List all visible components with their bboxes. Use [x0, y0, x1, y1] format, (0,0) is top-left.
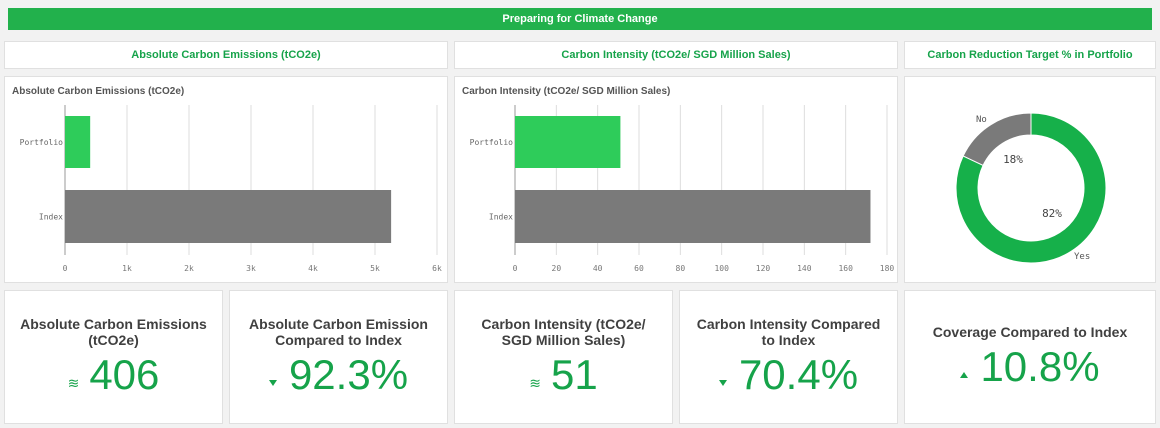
- x-tick-label: 3k: [246, 264, 256, 273]
- x-tick-label: 20: [552, 264, 562, 273]
- chart-panel-reduction-target[interactable]: No Yes 18% 82%: [904, 76, 1156, 283]
- kpi-value: 406: [89, 351, 160, 398]
- kpi-value: 92.3%: [288, 351, 409, 398]
- x-tick-label: 4k: [308, 264, 318, 273]
- chart-panel-intensity[interactable]: Carbon Intensity (tCO2e/ SGD Million Sal…: [454, 76, 898, 283]
- x-tick-label: 160: [838, 264, 853, 273]
- bar-portfolio[interactable]: [515, 116, 621, 168]
- kpi-value: 10.8%: [980, 343, 1100, 390]
- donut-value-label-no: 18%: [1003, 153, 1023, 166]
- x-tick-label: 140: [797, 264, 812, 273]
- approx-icon: ≋: [529, 374, 541, 391]
- x-tick-label: 100: [714, 264, 729, 273]
- section-title-emissions: Absolute Carbon Emissions (tCO2e): [4, 41, 448, 69]
- section-title-intensity: Carbon Intensity (tCO2e/ SGD Million Sal…: [454, 41, 898, 69]
- section-title-emissions-text: Absolute Carbon Emissions (tCO2e): [131, 49, 321, 61]
- kpi-intensity-vs-index: Carbon Intensity Compared to Index 70.4%: [679, 290, 898, 424]
- intensity-bar-chart[interactable]: Portfolio Index 0 20 40 60 80 100 120 140 160 180: [455, 77, 897, 282]
- x-tick-label: 60: [634, 264, 644, 273]
- kpi-value: 51: [551, 351, 598, 398]
- kpi-carbon-intensity: Carbon Intensity (tCO2e/ SGD Million Sal…: [454, 290, 673, 424]
- triangle-down-icon: [718, 380, 727, 386]
- x-tick-label: 120: [756, 264, 771, 273]
- kpi-emission-vs-index: Absolute Carbon Emission Compared to Ind…: [229, 290, 448, 424]
- kpi-label: Carbon Intensity Compared to Index: [696, 316, 881, 348]
- chart-title-intensity: Carbon Intensity (tCO2e/ SGD Million Sal…: [462, 86, 671, 97]
- donut-category-label-yes: Yes: [1074, 252, 1090, 262]
- donut-category-label-no: No: [976, 115, 987, 125]
- donut-slice-yes[interactable]: [955, 112, 1107, 264]
- kpi-absolute-emissions: Absolute Carbon Emissions (tCO2e) ≋ 406: [4, 290, 223, 424]
- category-label-portfolio: Portfolio: [20, 138, 64, 147]
- emissions-bar-chart[interactable]: Portfolio Index 0 1k 2k 3k 4k 5k 6k: [5, 77, 447, 282]
- chart-panel-emissions[interactable]: Absolute Carbon Emissions (tCO2e) Portfo…: [4, 76, 448, 283]
- triangle-up-icon: [960, 372, 969, 378]
- kpi-label: Coverage Compared to Index: [932, 324, 1128, 340]
- x-tick-label: 80: [676, 264, 686, 273]
- approx-icon: ≋: [67, 374, 80, 391]
- section-title-reduction-target-text: Carbon Reduction Target % in Portfolio: [927, 49, 1133, 61]
- bar-portfolio[interactable]: [65, 116, 91, 168]
- x-tick-label: 0: [63, 264, 68, 273]
- bar-index[interactable]: [515, 190, 871, 243]
- x-tick-label: 40: [593, 264, 603, 273]
- x-tick-label: 6k: [432, 264, 442, 273]
- bar-index[interactable]: [65, 190, 392, 243]
- section-title-reduction-target: Carbon Reduction Target % in Portfolio: [904, 41, 1156, 69]
- dashboard-banner: Preparing for Climate Change: [8, 8, 1152, 30]
- kpi-label: Absolute Carbon Emissions (tCO2e): [20, 316, 207, 348]
- triangle-down-icon: [268, 380, 277, 386]
- kpi-label: Absolute Carbon Emission Compared to Ind…: [249, 316, 428, 348]
- x-tick-label: 5k: [370, 264, 380, 273]
- kpi-coverage-vs-index: Coverage Compared to Index 10.8%: [904, 290, 1156, 424]
- x-tick-label: 0: [513, 264, 518, 273]
- x-tick-label: 2k: [184, 264, 194, 273]
- section-title-intensity-text: Carbon Intensity (tCO2e/ SGD Million Sal…: [561, 49, 791, 61]
- banner-title: Preparing for Climate Change: [502, 13, 658, 25]
- chart-title-emissions: Absolute Carbon Emissions (tCO2e): [12, 86, 185, 97]
- donut-value-label-yes: 82%: [1042, 207, 1062, 220]
- kpi-label: Carbon Intensity (tCO2e/ SGD Million Sal…: [481, 316, 646, 348]
- kpi-value: 70.4%: [738, 351, 859, 398]
- reduction-target-donut-chart[interactable]: No Yes 18% 82%: [905, 77, 1155, 282]
- category-label-portfolio: Portfolio: [470, 138, 514, 147]
- category-label-index: Index: [39, 213, 63, 222]
- x-tick-label: 1k: [122, 264, 132, 273]
- x-tick-label: 180: [880, 264, 895, 273]
- category-label-index: Index: [489, 213, 513, 222]
